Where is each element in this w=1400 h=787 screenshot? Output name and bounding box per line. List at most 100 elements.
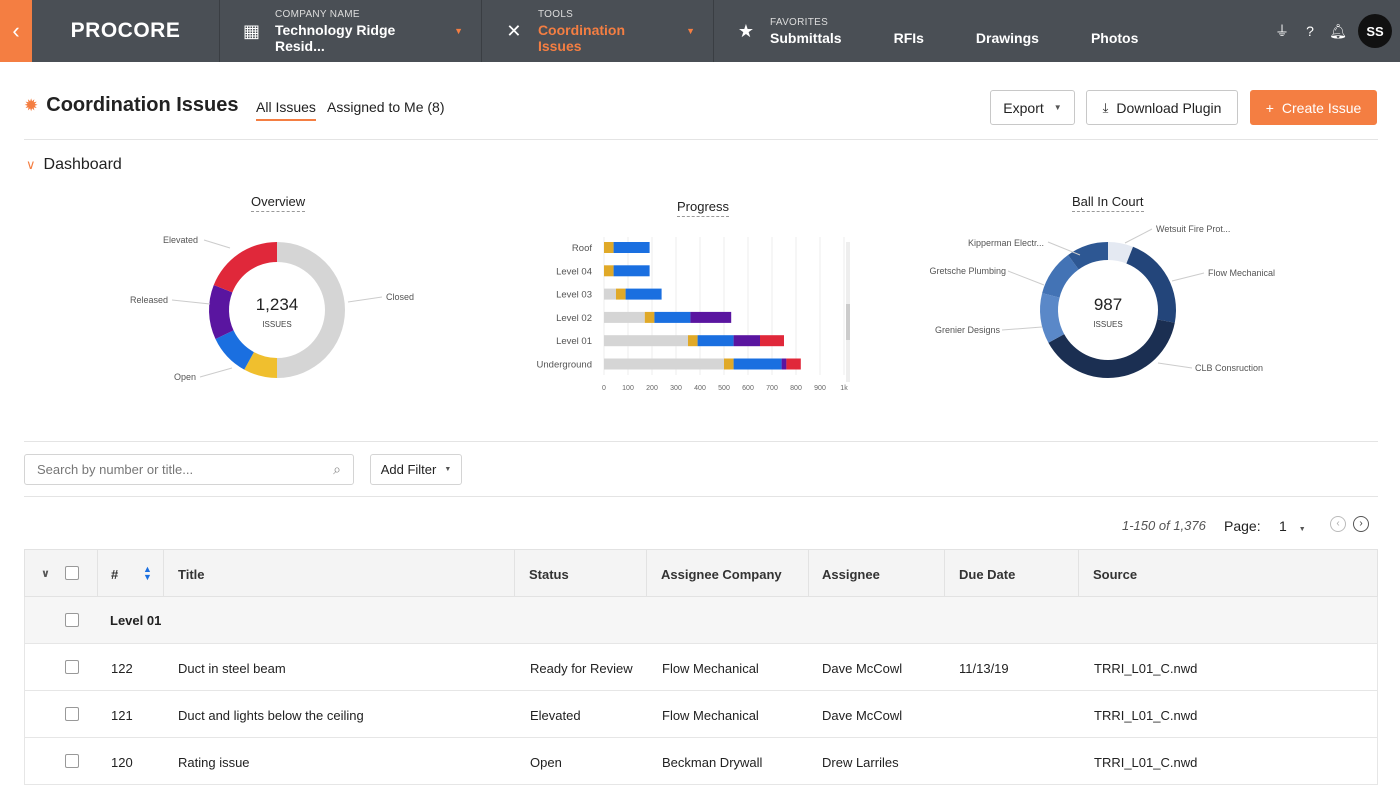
- slice-clb-consruction[interactable]: [1048, 319, 1175, 378]
- chevron-down-icon[interactable]: ∨: [41, 568, 50, 580]
- header-number[interactable]: #: [111, 567, 119, 582]
- slice-open[interactable]: [215, 330, 254, 370]
- bic-total: 987: [1094, 295, 1122, 314]
- row-source[interactable]: TRRI_L01_C.nwd: [1094, 755, 1198, 770]
- row-number: 121: [111, 708, 133, 723]
- company-value: Technology Ridge Resid...: [274, 21, 396, 54]
- export-button[interactable]: Export ▼: [990, 90, 1075, 125]
- avatar[interactable]: SS: [1358, 14, 1392, 48]
- header-due-date[interactable]: Due Date: [959, 567, 1016, 582]
- header-status[interactable]: Status: [529, 567, 569, 582]
- progress-bar-segment[interactable]: [604, 358, 724, 370]
- row-checkbox[interactable]: [65, 660, 79, 674]
- row-status: Open: [530, 755, 562, 770]
- slice-released[interactable]: [209, 284, 234, 339]
- row-number: 120: [111, 755, 133, 770]
- slice-flow-mechanical[interactable]: [1126, 246, 1176, 323]
- slice-kipperman-electr[interactable]: [1068, 242, 1108, 270]
- progress-bar-segment[interactable]: [690, 311, 732, 323]
- next-page-button[interactable]: ›: [1353, 516, 1369, 532]
- progress-bar-segment[interactable]: [654, 311, 691, 323]
- progress-bar-segment[interactable]: [604, 242, 614, 253]
- progress-row-label: Level 01: [556, 336, 592, 347]
- tab-assigned-to-me[interactable]: Assigned to Me (8): [327, 99, 445, 115]
- pagination-page-label: Page:: [1224, 518, 1261, 534]
- bic-label-flow: Flow Mechanical: [1208, 268, 1275, 278]
- progress-bar-segment[interactable]: [613, 242, 650, 253]
- company-selector[interactable]: ▦ COMPANY NAME Technology Ridge Resid...…: [220, 0, 482, 62]
- sort-icon[interactable]: ▲ ▼: [143, 564, 152, 582]
- row-title[interactable]: Rating issue: [178, 755, 250, 770]
- slice-grenier-designs[interactable]: [1040, 293, 1065, 343]
- progress-row-label: Roof: [572, 243, 592, 254]
- progress-bar-segment[interactable]: [604, 265, 614, 277]
- progress-bar-segment[interactable]: [688, 335, 698, 347]
- dashboard-toggle[interactable]: ∨ Dashboard: [26, 156, 122, 174]
- row-checkbox[interactable]: [65, 754, 79, 768]
- progress-scrollbar-thumb[interactable]: [846, 304, 850, 340]
- help-icon[interactable]: ?: [1306, 23, 1314, 39]
- table-row[interactable]: 122 Duct in steel beam Ready for Review …: [24, 644, 1378, 691]
- table-row[interactable]: 120 Rating issue Open Beckman Drywall Dr…: [24, 738, 1378, 785]
- progress-bar-segment[interactable]: [644, 311, 655, 323]
- progress-bar-segment[interactable]: [733, 335, 760, 347]
- progress-bar-segment[interactable]: [760, 335, 784, 347]
- progress-bar-segment[interactable]: [604, 288, 616, 300]
- search-icon[interactable]: ⌕: [333, 461, 341, 477]
- slice-gretsche-plumbing[interactable]: [1042, 254, 1079, 298]
- slice-open-yellow[interactable]: [244, 352, 277, 378]
- gear-icon: ✹: [24, 95, 39, 115]
- favorite-drawings[interactable]: Drawings: [975, 30, 1039, 46]
- overview-label-released: Released: [130, 295, 168, 305]
- favorite-submittals[interactable]: FAVORITES Submittals: [770, 17, 842, 46]
- header-title[interactable]: Title: [178, 567, 205, 582]
- favorite-photos[interactable]: Photos: [1090, 30, 1139, 46]
- plug-icon[interactable]: ⏚: [1275, 23, 1289, 39]
- progress-bar-segment[interactable]: [616, 288, 626, 300]
- progress-tick-label: 400: [694, 385, 706, 392]
- progress-bar-segment[interactable]: [781, 358, 787, 370]
- header-assignee[interactable]: Assignee: [822, 567, 880, 582]
- progress-bar-segment[interactable]: [786, 358, 801, 370]
- select-all-checkbox[interactable]: [65, 566, 79, 580]
- procore-logo[interactable]: PROCORE: [32, 0, 220, 62]
- group-checkbox[interactable]: [65, 613, 79, 627]
- slice-closed[interactable]: [277, 242, 345, 378]
- bic-label-gretsche: Gretsche Plumbing: [929, 266, 1006, 276]
- overview-total: 1,234: [256, 295, 299, 314]
- bell-icon[interactable]: 🔔︎: [1329, 22, 1347, 39]
- create-issue-button[interactable]: + Create Issue: [1250, 90, 1377, 125]
- table-row[interactable]: 121 Duct and lights below the ceiling El…: [24, 691, 1378, 738]
- progress-bar-segment[interactable]: [625, 288, 662, 300]
- prev-page-button[interactable]: ‹: [1330, 516, 1346, 532]
- progress-bar-chart: Roof Level 04 Level 03 Level 02 Level 01 Unde…: [537, 237, 850, 392]
- page-title-text: Coordination Issues: [46, 94, 239, 116]
- row-title[interactable]: Duct and lights below the ceiling: [178, 708, 364, 723]
- back-button[interactable]: ‹: [0, 0, 32, 62]
- slice-elevated[interactable]: [213, 242, 277, 293]
- progress-bar-segment[interactable]: [604, 311, 645, 323]
- header-assignee-company[interactable]: Assignee Company: [661, 567, 782, 582]
- tools-selector[interactable]: ✕ TOOLS Coordination Issues ▼: [482, 0, 714, 62]
- row-checkbox[interactable]: [65, 707, 79, 721]
- progress-bar-segment[interactable]: [733, 358, 782, 370]
- company-label: COMPANY NAME: [274, 8, 360, 20]
- caret-down-icon: ▼: [454, 26, 463, 36]
- group-row[interactable]: Level 01: [24, 597, 1378, 644]
- slice-wetsuit-fire-prot[interactable]: [1108, 242, 1134, 264]
- tab-all-issues[interactable]: All Issues: [256, 99, 316, 121]
- row-title[interactable]: Duct in steel beam: [178, 661, 286, 676]
- page-select[interactable]: 1 ▼: [1279, 518, 1306, 534]
- favorite-rfis[interactable]: RFIs: [893, 30, 924, 46]
- search-input[interactable]: [37, 462, 334, 477]
- progress-bar-segment[interactable]: [604, 335, 688, 347]
- header-source[interactable]: Source: [1093, 567, 1138, 582]
- row-source[interactable]: TRRI_L01_C.nwd: [1094, 708, 1198, 723]
- progress-bar-segment[interactable]: [697, 335, 734, 347]
- add-filter-button[interactable]: Add Filter ▼: [370, 454, 462, 485]
- progress-bar-segment[interactable]: [613, 265, 650, 277]
- progress-bar-segment[interactable]: [724, 358, 734, 370]
- download-label: Download Plugin: [1116, 99, 1222, 116]
- row-source[interactable]: TRRI_L01_C.nwd: [1094, 661, 1198, 676]
- download-plugin-button[interactable]: ⤓ Download Plugin: [1086, 90, 1238, 125]
